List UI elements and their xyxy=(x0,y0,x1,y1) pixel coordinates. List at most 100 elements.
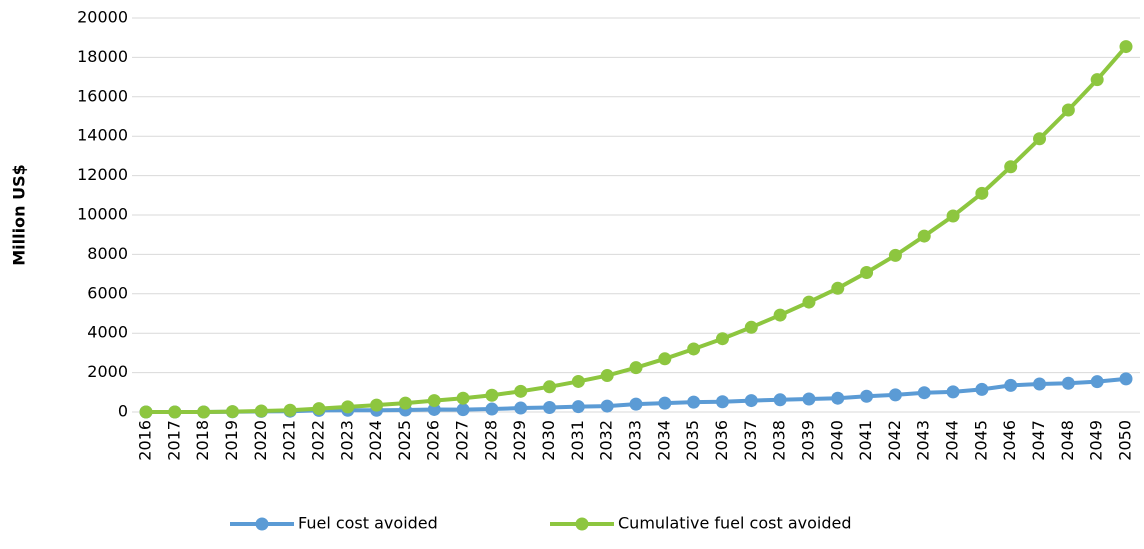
point xyxy=(802,392,816,406)
point xyxy=(485,402,499,416)
point xyxy=(860,266,874,280)
point xyxy=(197,405,211,419)
x-tick-label: 2035 xyxy=(683,420,702,461)
point xyxy=(946,385,960,399)
x-tick-label: 2045 xyxy=(971,420,990,461)
x-tick-label: 2044 xyxy=(943,420,962,461)
x-tick-label: 2042 xyxy=(885,420,904,461)
point xyxy=(888,248,902,262)
point xyxy=(917,229,931,243)
point xyxy=(946,209,960,223)
point xyxy=(139,405,153,419)
point xyxy=(658,352,672,366)
point xyxy=(485,388,499,402)
x-tick-label: 2030 xyxy=(539,420,558,461)
point xyxy=(168,405,182,419)
y-tick-label: 12000 xyxy=(77,165,128,184)
x-tick-label: 2029 xyxy=(510,420,529,461)
point xyxy=(600,399,614,413)
point xyxy=(341,400,355,414)
y-tick-label: 2000 xyxy=(87,362,128,381)
point xyxy=(571,374,585,388)
x-tick-label: 2039 xyxy=(798,420,817,461)
point xyxy=(571,400,585,414)
x-tick-label: 2047 xyxy=(1029,420,1048,461)
point xyxy=(514,401,528,415)
point xyxy=(456,403,470,417)
x-tick-label: 2040 xyxy=(827,420,846,461)
point xyxy=(427,394,441,408)
point xyxy=(1061,376,1075,390)
legend-label: Cumulative fuel cost avoided xyxy=(618,514,852,533)
point xyxy=(1090,73,1104,87)
point xyxy=(1033,377,1047,391)
point xyxy=(715,395,729,409)
point xyxy=(658,396,672,410)
point xyxy=(1119,40,1133,54)
x-tick-label: 2046 xyxy=(1000,420,1019,461)
point xyxy=(600,369,614,383)
point xyxy=(975,382,989,396)
x-tick-label: 2017 xyxy=(164,420,183,461)
point xyxy=(802,295,816,309)
point xyxy=(687,342,701,356)
x-tick-label: 2038 xyxy=(770,420,789,461)
x-tick-label: 2022 xyxy=(308,420,327,461)
x-tick-label: 2025 xyxy=(395,420,414,461)
point xyxy=(629,361,643,375)
x-tick-label: 2023 xyxy=(337,420,356,461)
y-tick-label: 10000 xyxy=(77,205,128,224)
point xyxy=(773,393,787,407)
x-tick-label: 2021 xyxy=(280,420,299,461)
y-tick-label: 20000 xyxy=(77,8,128,27)
point xyxy=(543,380,557,394)
x-tick-label: 2026 xyxy=(424,420,443,461)
x-tick-label: 2016 xyxy=(136,420,155,461)
x-tick-label: 2036 xyxy=(712,420,731,461)
x-tick-label: 2034 xyxy=(654,420,673,461)
x-tick-label: 2027 xyxy=(453,420,472,461)
point xyxy=(715,332,729,346)
x-tick-label: 2024 xyxy=(366,420,385,461)
x-tick-label: 2031 xyxy=(568,420,587,461)
x-tick-label: 2033 xyxy=(626,420,645,461)
point xyxy=(1061,103,1075,117)
point xyxy=(687,395,701,409)
y-tick-label: 8000 xyxy=(87,244,128,263)
point xyxy=(1090,375,1104,389)
point xyxy=(370,398,384,412)
point xyxy=(456,391,470,405)
point xyxy=(1004,378,1018,392)
point xyxy=(773,308,787,322)
y-axis-label: Million US$ xyxy=(10,164,29,265)
y-tick-label: 0 xyxy=(118,402,128,421)
point xyxy=(1033,132,1047,146)
x-tick-label: 2043 xyxy=(914,420,933,461)
x-tick-label: 2050 xyxy=(1116,420,1135,461)
point xyxy=(917,386,931,400)
x-tick-label: 2020 xyxy=(251,420,270,461)
point xyxy=(1119,372,1133,386)
point xyxy=(744,394,758,408)
point xyxy=(283,403,297,417)
x-tick-label: 2037 xyxy=(741,420,760,461)
point xyxy=(398,396,412,410)
legend-key-marker xyxy=(575,517,589,531)
point xyxy=(1004,160,1018,174)
point xyxy=(225,405,239,419)
x-tick-label: 2028 xyxy=(481,420,500,461)
x-tick-label: 2048 xyxy=(1058,420,1077,461)
legend-label: Fuel cost avoided xyxy=(298,514,438,533)
legend-key-marker xyxy=(255,517,269,531)
x-tick-label: 2019 xyxy=(222,420,241,461)
x-tick-label: 2018 xyxy=(193,420,212,461)
point xyxy=(888,388,902,402)
point xyxy=(744,320,758,334)
y-tick-label: 14000 xyxy=(77,126,128,145)
point xyxy=(312,402,326,416)
point xyxy=(831,391,845,405)
y-tick-label: 16000 xyxy=(77,86,128,105)
y-tick-label: 18000 xyxy=(77,47,128,66)
x-tick-label: 2049 xyxy=(1087,420,1106,461)
